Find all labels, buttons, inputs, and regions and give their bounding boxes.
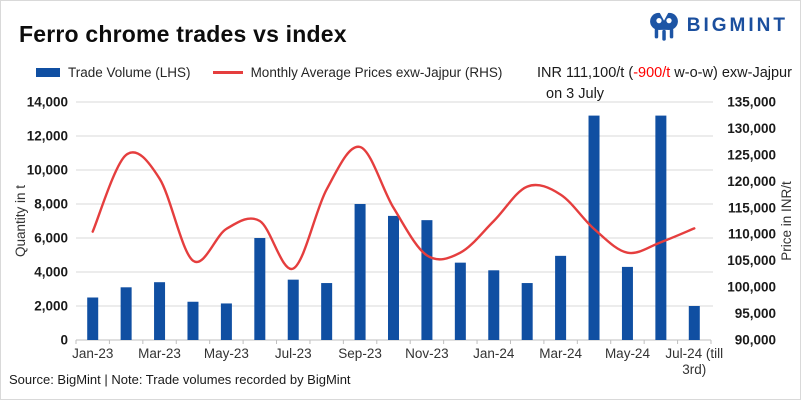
y-axis-left-tick: 12,000 [27, 129, 68, 144]
y-axis-left-tick: 14,000 [27, 96, 68, 110]
bar-Jun-23 [254, 238, 266, 340]
y-axis-left-tick: 2,000 [34, 299, 68, 314]
x-axis-label: May-24 [605, 346, 651, 361]
bigmint-owl-icon [649, 12, 678, 41]
bar-Oct-23 [388, 215, 399, 340]
x-axis-label: Nov-23 [405, 346, 449, 361]
bar-Feb-24 [521, 283, 533, 340]
y-axis-right-tick: 105,000 [727, 253, 776, 268]
annotation-suffix: w-o-w) exw-Jajpur [670, 65, 792, 81]
bar-Aug-23 [321, 283, 333, 340]
bar-May-24 [621, 266, 633, 340]
y-axis-right-tick: 100,000 [727, 280, 776, 295]
legend-item-monthly-prices: Monthly Average Prices exw-Jajpur (RHS) [212, 65, 503, 80]
bar-May-23 [220, 303, 232, 340]
bar-Jan-23 [87, 297, 99, 340]
x-axis-label: Jan-24 [473, 346, 515, 361]
bar-Jan-24 [488, 270, 500, 340]
bar-Jul-23 [287, 279, 299, 340]
x-axis-label: Jul-23 [275, 346, 312, 361]
price-line [91, 145, 696, 270]
bar-Mar-24 [555, 255, 567, 340]
price-annotation: INR 111,100/t (-900/t w-o-w) exw-Jajpur … [537, 63, 799, 105]
x-axis-label: 3rd) [682, 362, 706, 377]
bar-Jul-24 [688, 306, 700, 340]
y-axis-right-tick: 130,000 [727, 121, 776, 136]
chart-canvas: 0 2,000 4,000 6,000 8,000 10,000 12,000 14,000 9… [13, 95, 794, 378]
bar-Dec-23 [454, 262, 466, 340]
y-axis-right-tick: 125,000 [727, 147, 776, 162]
legend-label: Monthly Average Prices exw-Jajpur (RHS) [250, 65, 503, 80]
bigmint-logo: BIGMINT [647, 8, 788, 44]
bar-Nov-23 [421, 220, 433, 340]
y-axis-left-tick: 6,000 [34, 231, 68, 246]
y-axis-left-title: Quantity in t [13, 185, 28, 257]
y-axis-right-tick: 95,000 [735, 306, 776, 321]
logo-wordmark: BIGMINT [686, 15, 788, 36]
y-axis-right-tick: 115,000 [728, 200, 776, 215]
y-axis-right-tick: 135,000 [727, 96, 776, 110]
y-axis-left-tick: 8,000 [34, 197, 68, 212]
bar-swatch-icon [36, 68, 60, 77]
annotation-wow-delta: -900/t [633, 65, 671, 81]
bar-Mar-23 [154, 282, 166, 340]
x-axis-label: Sep-23 [338, 346, 382, 361]
x-axis-label: Mar-24 [539, 346, 582, 361]
y-axis-left-tick: 0 [60, 333, 68, 348]
annotation-prefix: INR 111,100/t ( [537, 65, 634, 81]
y-axis-right-tick: 90,000 [735, 333, 776, 348]
legend-item-trade-volume: Trade Volume (LHS) [36, 65, 191, 80]
line-swatch-icon [212, 71, 243, 74]
bar-Apr-23 [187, 301, 199, 340]
bar-Jun-24 [655, 115, 667, 340]
plot-area: 0 2,000 4,000 6,000 8,000 10,000 12,000 14,000 9… [1, 95, 800, 396]
y-axis-left-tick: 10,000 [27, 163, 68, 178]
x-axis-label: May-23 [204, 346, 249, 361]
chart-legend: Trade Volume (LHS) Monthly Average Price… [36, 65, 502, 80]
legend-label: Trade Volume (LHS) [68, 65, 191, 80]
y-axis-right-title: Price in INR/t [779, 181, 794, 261]
x-axis-label: Mar-23 [138, 346, 181, 361]
bar-Sep-23 [354, 204, 366, 340]
x-axis-label: Jan-23 [72, 346, 113, 361]
page-title: Ferro chrome trades vs index [19, 21, 347, 47]
source-note: Source: BigMint | Note: Trade volumes re… [9, 372, 351, 387]
y-axis-right-tick: 120,000 [727, 174, 776, 189]
bar-Feb-23 [120, 287, 132, 340]
x-axis-label: Jul-24 (till [665, 346, 723, 361]
y-axis-left-tick: 4,000 [34, 265, 68, 280]
annotation-date: on 3 July [546, 86, 605, 103]
y-axis-right-tick: 110,000 [728, 227, 776, 242]
